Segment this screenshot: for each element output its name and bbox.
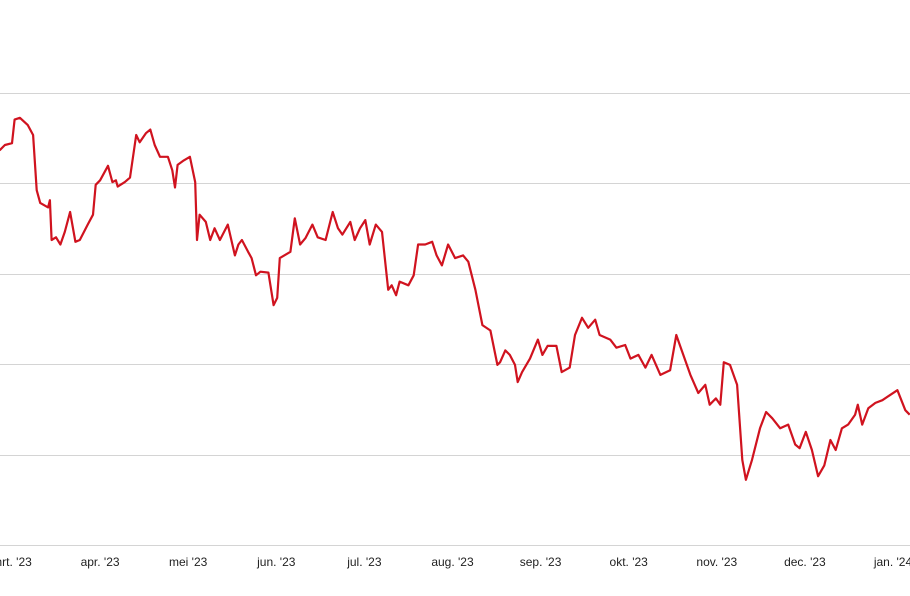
x-tick-label: mrt. '23 bbox=[0, 555, 32, 569]
x-tick-label: okt. '23 bbox=[610, 555, 649, 569]
x-tick-label: aug. '23 bbox=[431, 555, 474, 569]
line bbox=[0, 116, 910, 481]
x-tick-label: jul. '23 bbox=[346, 555, 382, 569]
x-tick-label: sep. '23 bbox=[520, 555, 562, 569]
x-tick-label: nov. '23 bbox=[696, 555, 737, 569]
x-tick-label: mei '23 bbox=[169, 555, 208, 569]
x-tick-label: apr. '23 bbox=[81, 555, 120, 569]
x-tick-label: jun. '23 bbox=[256, 555, 296, 569]
x-tick-label: jan. '24 bbox=[873, 555, 910, 569]
x-tick-label: dec. '23 bbox=[784, 555, 826, 569]
